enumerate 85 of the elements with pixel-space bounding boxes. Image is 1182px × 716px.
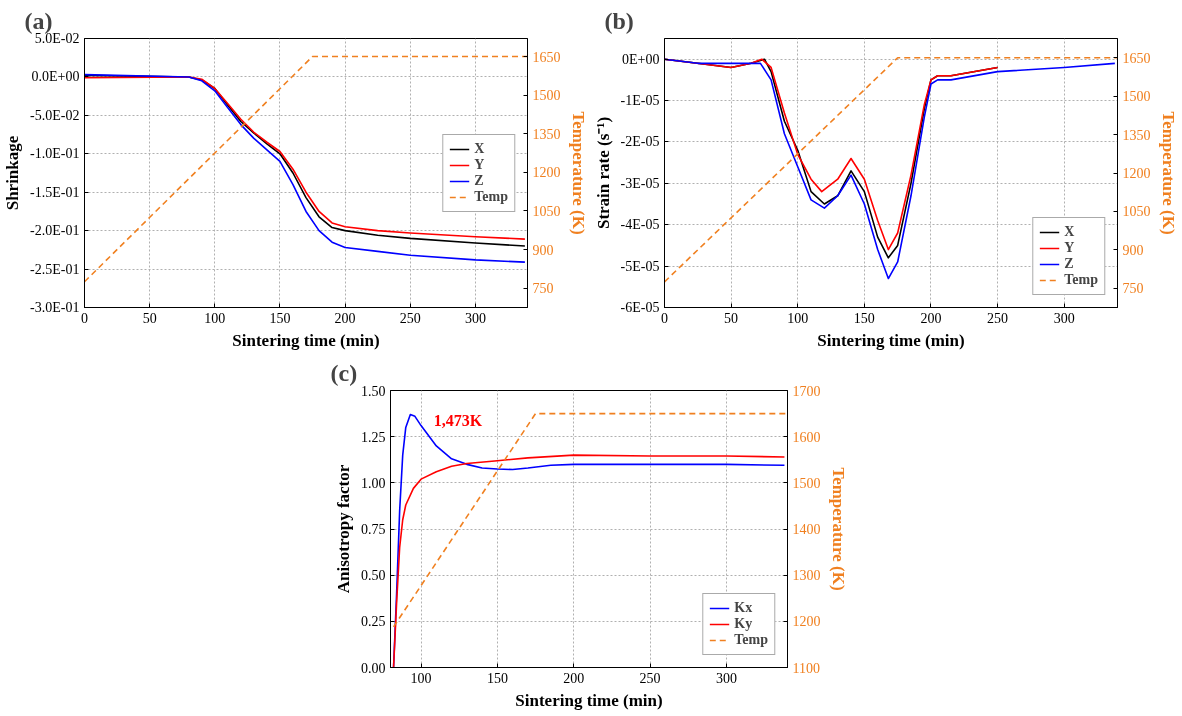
- y-tick-label: -4E-05: [620, 217, 660, 233]
- y-axis-title: Shrinkage: [3, 135, 23, 211]
- x-axis-title: Sintering time (min): [232, 330, 380, 350]
- y2-tick-label: 1650: [1122, 50, 1151, 66]
- y-tick-label: -6E-05: [620, 300, 660, 315]
- x-axis-title: Sintering time (min): [515, 690, 663, 710]
- x-tick-label: 150: [269, 310, 291, 326]
- y-tick-label: 0.0E+00: [31, 69, 80, 85]
- x-tick-label: 0: [81, 310, 88, 326]
- y-tick-label: 0E+00: [622, 51, 660, 67]
- y-tick-label: 1.50: [361, 383, 386, 399]
- y-tick-label: -3.0E-01: [30, 300, 80, 315]
- legend-label: X: [1064, 224, 1076, 240]
- legend-label: Y: [1064, 240, 1076, 256]
- y-tick-label: -1.0E-01: [30, 146, 80, 162]
- y2-tick-label: 1400: [792, 522, 821, 537]
- y2-tick-label: 1350: [532, 126, 561, 142]
- y2-tick-label: 1500: [792, 475, 821, 491]
- y2-axis-title: Temperature (K): [568, 111, 588, 235]
- x-tick-label: 300: [1053, 310, 1075, 326]
- y-tick-label: 1.25: [361, 429, 386, 445]
- y2-tick-label: 1200: [792, 614, 821, 630]
- legend-label: Kx: [734, 600, 754, 616]
- y-tick-label: 1.00: [361, 475, 386, 491]
- x-tick-label: 250: [987, 310, 1009, 326]
- x-axis-title: Sintering time (min): [817, 330, 965, 350]
- x-tick-label: 200: [334, 310, 356, 326]
- legend-label: Temp: [1064, 272, 1098, 288]
- x-tick-label: 0: [661, 310, 668, 326]
- x-tick-label: 100: [787, 310, 809, 326]
- y2-tick-label: 900: [1122, 242, 1144, 258]
- y2-axis-title: Temperature (K): [1158, 111, 1178, 235]
- y-axis-title: Strain rate (s⁻¹): [593, 116, 613, 230]
- x-tick-label: 100: [204, 310, 226, 326]
- y-tick-label: -2.5E-01: [30, 261, 80, 277]
- chart-title: (b): [604, 7, 634, 34]
- y-tick-label: -3E-05: [620, 175, 660, 191]
- y-tick-label: -5E-05: [620, 258, 660, 274]
- legend-label: Ky: [734, 616, 754, 632]
- chart-title: (c): [330, 359, 358, 386]
- x-tick-label: 50: [142, 310, 157, 326]
- x-tick-label: 150: [853, 310, 875, 326]
- legend-label: X: [474, 140, 486, 157]
- legend-label: Y: [474, 156, 486, 173]
- x-tick-label: 250: [399, 310, 421, 326]
- y2-tick-label: 1650: [532, 49, 561, 65]
- legend-label: Z: [474, 172, 485, 189]
- y2-tick-label: 1200: [1122, 166, 1151, 181]
- x-tick-label: 100: [410, 670, 432, 686]
- x-tick-label: 150: [486, 670, 508, 686]
- y2-tick-label: 750: [1122, 281, 1144, 297]
- y2-tick-label: 1050: [1122, 204, 1151, 220]
- chart-title: (a): [24, 7, 53, 34]
- x-tick-label: 200: [563, 670, 585, 686]
- y2-tick-label: 1700: [792, 383, 821, 399]
- legend-label: Z: [1064, 256, 1075, 272]
- legend-label: Temp: [474, 188, 508, 205]
- annotation: 1,473K: [433, 412, 483, 430]
- y-tick-label: -5.0E-02: [30, 107, 80, 123]
- x-tick-label: 50: [724, 310, 739, 326]
- y-axis-title: Anisotropy factor: [334, 464, 353, 594]
- y-tick-label: -2E-05: [620, 134, 660, 150]
- y2-tick-label: 750: [532, 281, 554, 297]
- x-tick-label: 300: [715, 670, 737, 686]
- y-tick-label: 0.75: [361, 522, 386, 537]
- y-tick-label: 0.50: [361, 568, 386, 584]
- y-tick-label: -2.0E-01: [30, 223, 80, 239]
- y2-tick-label: 1500: [1122, 89, 1151, 105]
- x-tick-label: 200: [920, 310, 942, 326]
- y2-axis-title: Temperature (K): [828, 467, 848, 591]
- y-tick-label: -1E-05: [620, 93, 660, 109]
- y2-tick-label: 1050: [532, 203, 561, 219]
- y2-tick-label: 1350: [1122, 127, 1151, 143]
- y2-tick-label: 1500: [532, 88, 561, 104]
- y-tick-label: -1.5E-01: [30, 184, 80, 200]
- y-tick-label: 0.00: [361, 660, 386, 676]
- y2-tick-label: 1600: [792, 429, 821, 445]
- x-tick-label: 250: [639, 670, 661, 686]
- y2-tick-label: 1300: [792, 568, 821, 584]
- x-tick-label: 300: [464, 310, 486, 326]
- y2-tick-label: 1200: [532, 165, 561, 181]
- y-tick-label: 0.25: [361, 614, 386, 630]
- y2-tick-label: 1100: [792, 660, 820, 676]
- y2-tick-label: 900: [532, 242, 554, 258]
- legend-label: Temp: [734, 632, 768, 648]
